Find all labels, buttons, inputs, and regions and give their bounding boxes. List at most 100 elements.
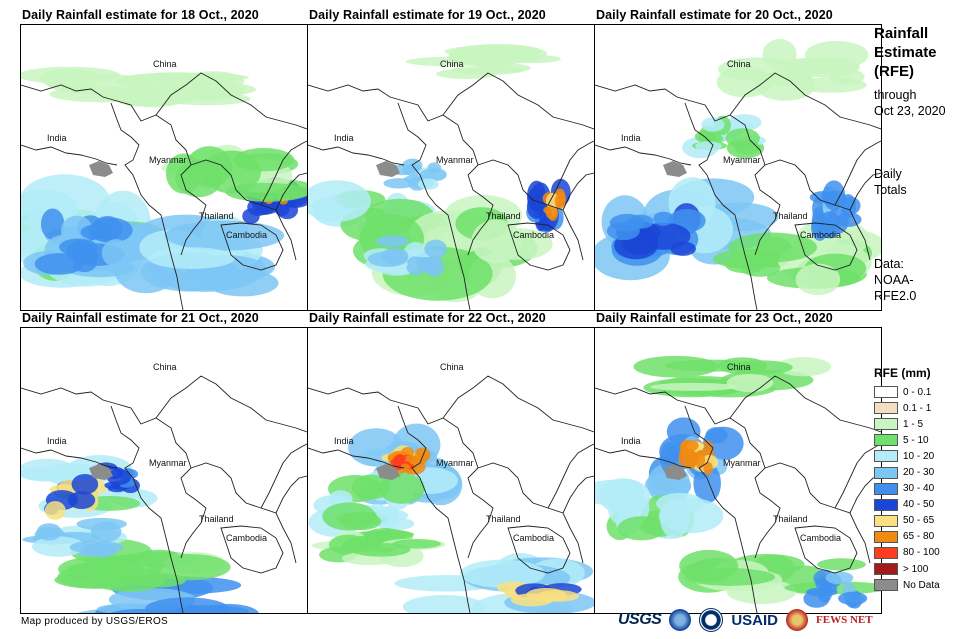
side-through: through Oct 23, 2020 [874,87,946,119]
country-label-cambodia: Cambodia [513,533,555,543]
rainfall-area [471,219,522,264]
legend-label: 0 - 0.1 [903,386,932,398]
rainfall-area [754,70,816,101]
country-label-india: India [621,436,641,446]
map-canvas [308,43,594,310]
rainfall-area [444,45,543,59]
legend-title: RFE (mm) [874,366,931,380]
rainfall-area [510,593,554,607]
rainfall-area [609,213,645,232]
legend-label: 80 - 100 [903,547,940,559]
legend-label: 50 - 65 [903,515,935,527]
map-canvas [21,375,307,613]
rainfall-area [545,205,558,219]
rainfall-area [653,211,674,226]
rainfall-area [424,239,447,259]
rainfall-area [165,153,202,194]
rainfall-area [701,117,725,132]
legend-item: 10 - 20 [874,448,940,464]
usaid-seal-icon [699,608,724,632]
side-title-line3: (RFE) [874,63,914,80]
fews-globe-icon [786,609,809,631]
country-label-china: China [440,59,464,69]
rainfall-area [403,455,417,463]
map-canvas [595,39,881,310]
rainfall-area [110,608,168,613]
country-label-china: China [153,362,177,372]
rainfall-area [554,193,566,210]
legend-label: 5 - 10 [903,434,929,446]
rainfall-area [826,207,849,234]
legend-swatch [874,386,898,399]
legend-swatch [874,563,898,576]
rainfall-area [705,427,728,444]
side-title-line1: Rainfall [874,25,929,42]
rainfall-area [727,114,762,131]
legend-label: > 100 [903,563,929,575]
country-label-india: India [334,436,354,446]
rainfall-area [811,213,829,241]
legend-swatch [874,450,898,463]
rainfall-area [693,462,721,504]
panel-title: Daily Rainfall estimate for 22 Oct., 202… [309,311,546,325]
data-label-1: Data: [874,257,904,271]
rainfall-area [682,440,699,452]
rainfall-area [822,180,846,211]
country-label-thailand: Thailand [199,514,234,524]
legend-item: 20 - 30 [874,464,940,480]
legend-item: 40 - 50 [874,497,940,513]
legend-swatch [874,530,898,543]
country-label-india: India [47,133,67,143]
legend-item: 5 - 10 [874,432,940,448]
rainfall-area [450,65,524,75]
side-title: Rainfall Estimate (RFE) [874,24,937,81]
data-label-3: RFE2.0 [874,289,917,303]
legend-item: No Data [874,577,940,593]
country-label-china: China [727,59,751,69]
rainfall-area [71,473,99,495]
country-label-myanmar: Myanmar [436,155,474,165]
country-label-thailand: Thailand [486,514,521,524]
legend-swatch [874,514,898,527]
rainfall-area [656,492,704,515]
noaa-logo-icon [669,609,692,631]
rainfall-area [599,478,651,515]
rainfall-area [644,473,683,497]
rainfall-area [59,238,98,256]
rainfall-area [795,77,867,93]
legend-swatch [874,466,898,479]
rainfall-area [242,208,260,224]
legend-item: 80 - 100 [874,545,940,561]
panel-title: Daily Rainfall estimate for 18 Oct., 202… [22,8,259,22]
rainfall-area [367,251,408,267]
legend-label: 1 - 5 [903,418,924,430]
legend-item: 0.1 - 1 [874,400,940,416]
rainfall-area [106,469,132,486]
rainfall-area [817,584,833,603]
rainfall-area [34,253,84,275]
rainfall-area [350,542,411,557]
country-label-thailand: Thailand [773,514,808,524]
panel-title: Daily Rainfall estimate for 23 Oct., 202… [596,311,833,325]
rainfall-map: China India Myanmar Thailand Cambodia [307,327,595,614]
panel-title: Daily Rainfall estimate for 20 Oct., 202… [596,8,833,22]
rainfall-area [57,565,125,589]
rainfall-area [44,501,66,520]
country-label-china: China [440,362,464,372]
rainfall-area [402,595,486,613]
rainfall-area [703,461,713,475]
rainfall-area [206,269,279,297]
rainfall-map: China India Myanmar Thailand Cambodia [594,24,882,311]
country-label-myanmar: Myanmar [436,458,474,468]
side-title-line2: Estimate [874,44,937,61]
country-label-myanmar: Myanmar [149,155,187,165]
country-label-myanmar: Myanmar [723,155,761,165]
rainfall-area [459,559,545,588]
rainfall-area [21,189,78,228]
rainfall-map: China India Myanmar Thailand Cambodia [594,327,882,614]
rainfall-area [650,382,738,391]
usaid-logo: USAID [731,611,779,629]
rainfall-area [80,224,110,240]
rainfall-area [147,553,231,581]
rainfall-area [734,140,761,155]
